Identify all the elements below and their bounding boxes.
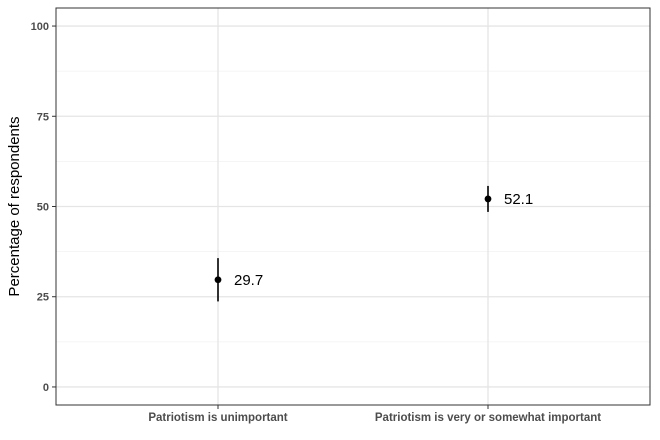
y-tick-label: 0 (43, 382, 49, 394)
y-tick-label: 25 (37, 292, 49, 304)
y-tick-label: 50 (37, 202, 49, 214)
data-point (214, 276, 222, 284)
data-label: 29.7 (234, 272, 263, 289)
data-label: 52.1 (504, 191, 533, 208)
y-tick-label: 100 (31, 21, 49, 33)
y-axis-title: Percentage of respondents (6, 116, 23, 296)
data-point (484, 195, 492, 203)
x-tick-label: Patriotism is unimportant (148, 412, 287, 424)
x-tick-label: Patriotism is very or somewhat important (375, 412, 601, 424)
y-tick-label: 75 (37, 111, 49, 123)
